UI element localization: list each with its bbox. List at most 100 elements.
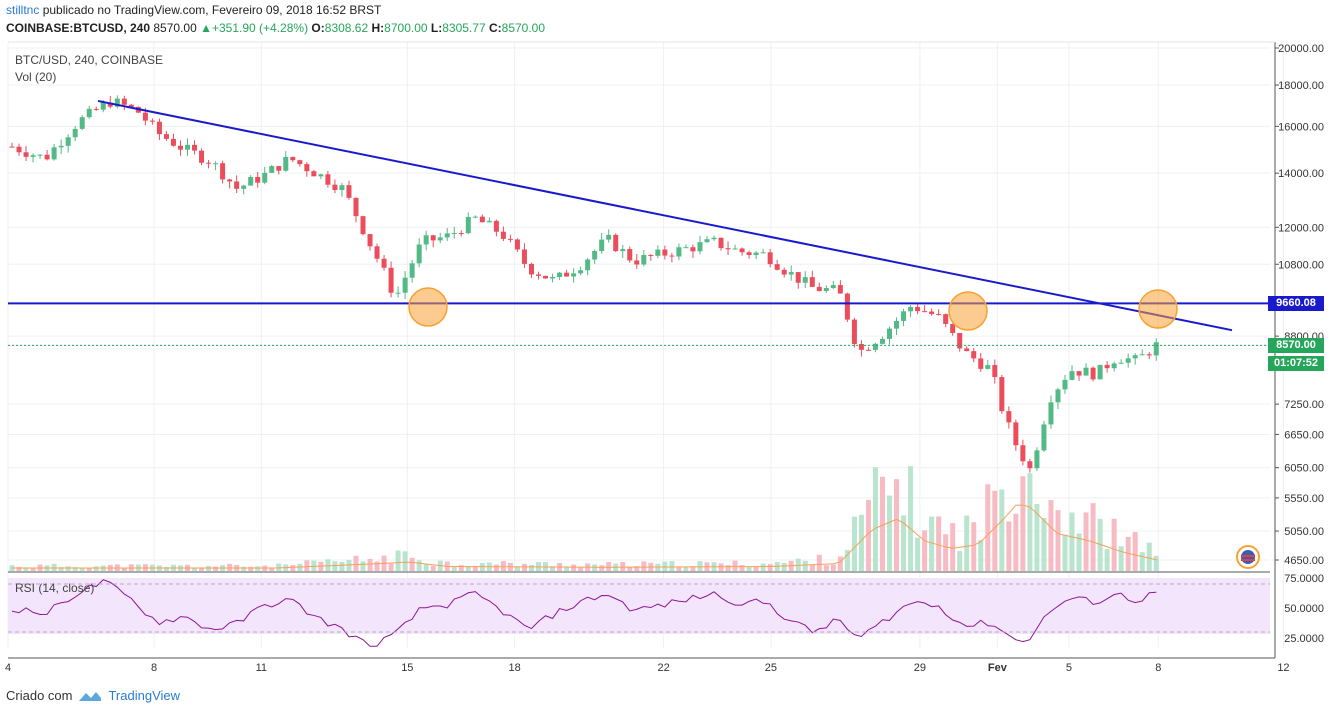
candle-body xyxy=(683,247,689,249)
volume-bar xyxy=(93,566,99,571)
candle-body xyxy=(128,104,134,107)
flag-icon[interactable] xyxy=(1236,545,1260,569)
candle-body xyxy=(844,293,850,320)
price-tick-label: 6650.00 xyxy=(1284,429,1324,441)
volume-bar xyxy=(458,565,464,571)
volume-bar xyxy=(858,514,864,571)
volume-bar xyxy=(732,560,738,571)
volume-bar xyxy=(1006,521,1012,571)
close-value: 8570.00 xyxy=(501,21,546,35)
candle-body xyxy=(430,235,436,241)
candle-body xyxy=(739,248,745,253)
volume-bar xyxy=(416,560,422,571)
volume-legend: Vol (20) xyxy=(15,70,57,84)
candle-body xyxy=(507,238,513,240)
candle-body xyxy=(613,234,619,252)
volume-bar xyxy=(528,564,534,571)
volume-bar xyxy=(823,565,829,571)
candle-body xyxy=(269,166,275,173)
candle-body xyxy=(1020,445,1026,462)
author-link[interactable]: stilltnc xyxy=(6,3,40,17)
candle-body xyxy=(837,285,843,294)
volume-bar xyxy=(395,550,401,571)
volume-bar xyxy=(30,567,36,571)
candle-body xyxy=(676,247,682,257)
candle-body xyxy=(697,242,703,252)
volume-bar xyxy=(936,516,942,571)
candle-body xyxy=(325,174,331,185)
last-price: 8570.00 xyxy=(153,21,197,35)
price-tick-label: 10800.00 xyxy=(1278,259,1324,271)
candle-body xyxy=(528,263,534,275)
candle-body xyxy=(493,220,499,232)
volume-bar xyxy=(72,567,78,571)
volume-bar xyxy=(872,467,878,571)
candle-body xyxy=(388,267,394,293)
candle-body xyxy=(830,285,836,289)
close-label: C: xyxy=(488,21,502,35)
candle-body xyxy=(395,292,401,294)
candle-body xyxy=(1153,342,1159,356)
volume-bar xyxy=(192,567,198,571)
highlight-markers xyxy=(408,287,1178,331)
candle-body xyxy=(416,244,422,264)
rsi-tick-label: 25.0000 xyxy=(1284,633,1324,645)
trend-line[interactable] xyxy=(97,99,1233,332)
highlight-circle xyxy=(408,287,448,327)
volume-bar xyxy=(746,566,752,571)
volume-bar xyxy=(402,551,408,571)
candle-body xyxy=(437,237,443,241)
time-tick-label: 25 xyxy=(765,662,777,674)
candle-body xyxy=(185,144,190,150)
candle-body xyxy=(163,134,169,139)
candle-body xyxy=(360,216,366,235)
volume-bar xyxy=(669,561,675,571)
candle-body xyxy=(1006,411,1012,423)
candle-body xyxy=(908,306,914,312)
countdown-badge: 01:07:52 xyxy=(1268,356,1324,371)
volume-bar xyxy=(634,566,640,571)
volume-ma-line xyxy=(12,504,1157,569)
rsi-legend: RSI (14, close) xyxy=(15,581,95,595)
volume-bar xyxy=(571,564,577,571)
candle-body xyxy=(1076,371,1082,376)
price-tick-label: 6050.00 xyxy=(1284,463,1324,475)
candle-body xyxy=(283,156,289,171)
candle-body xyxy=(802,277,808,283)
candle-body xyxy=(472,216,478,218)
volume-bar xyxy=(767,564,773,571)
volume-bar xyxy=(564,567,570,571)
time-tick-label: Fev xyxy=(988,662,1008,674)
volume-bar xyxy=(430,565,436,571)
volume-bar xyxy=(865,499,871,571)
time-tick-label: 5 xyxy=(1066,662,1072,674)
candle-body xyxy=(943,314,949,324)
candle-body xyxy=(444,233,450,238)
volume-bar xyxy=(676,567,682,571)
candle-body xyxy=(72,128,78,138)
candle-body xyxy=(65,137,71,146)
candle-body xyxy=(486,220,492,223)
footer-brand[interactable]: TradingView xyxy=(108,688,181,703)
candle-body xyxy=(781,269,787,275)
high-value: 8700.00 xyxy=(384,21,428,35)
candle-body xyxy=(851,319,857,345)
candle-body xyxy=(550,276,556,279)
candle-body xyxy=(929,311,935,315)
candle-body xyxy=(901,311,907,321)
candle-body xyxy=(592,251,598,260)
candle-body xyxy=(760,252,766,254)
candle-body xyxy=(964,348,970,352)
volume-bar xyxy=(514,566,520,571)
volume-bar xyxy=(809,565,815,571)
candle-body xyxy=(86,108,92,118)
candle-body xyxy=(1139,354,1145,356)
price-tick-label: 12000.00 xyxy=(1278,222,1324,234)
candle-body xyxy=(149,120,155,122)
candle-body xyxy=(30,155,36,157)
volume-bar xyxy=(86,568,92,571)
volume-bar xyxy=(879,476,885,571)
candle-body xyxy=(957,332,963,349)
candle-body xyxy=(367,234,373,247)
candle-body xyxy=(809,277,815,287)
